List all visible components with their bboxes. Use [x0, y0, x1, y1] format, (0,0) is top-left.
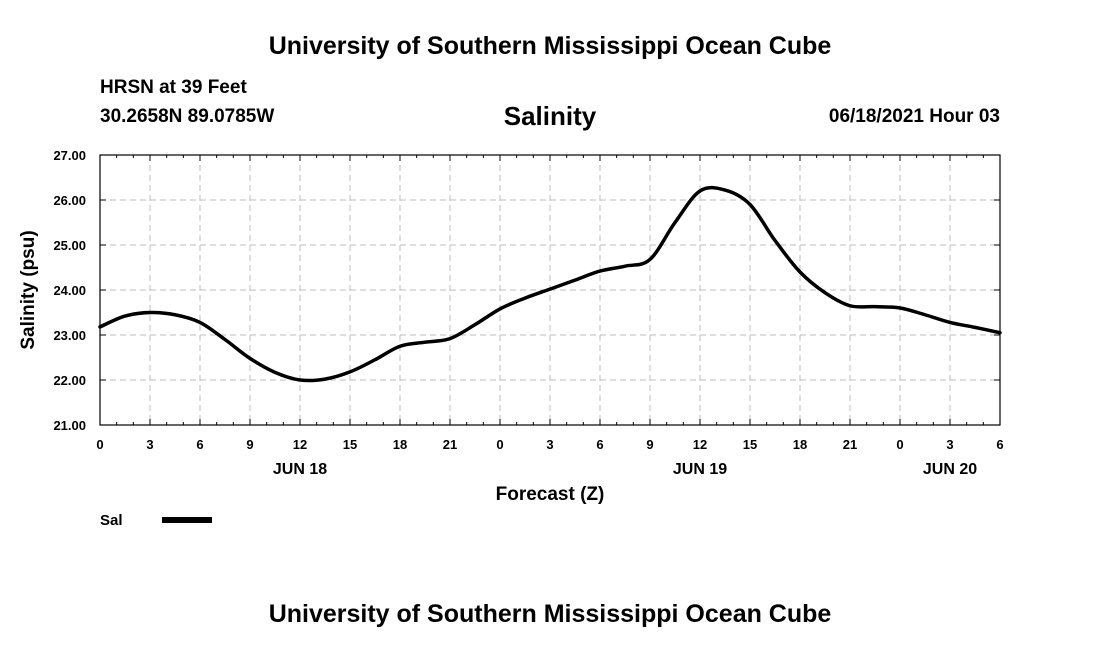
y-tick-label: 26.00 [53, 193, 86, 208]
x-axis-label: Forecast (Z) [496, 484, 605, 505]
x-tick-label: 15 [743, 437, 757, 452]
x-tick-label: 0 [496, 437, 503, 452]
x-tick-label: 6 [596, 437, 603, 452]
x-tick-label: 9 [246, 437, 253, 452]
chart-title: Salinity [503, 101, 597, 131]
x-tick-label: 12 [293, 437, 307, 452]
x-tick-label: 21 [843, 437, 857, 452]
x-tick-label: 12 [693, 437, 707, 452]
x-tick-label: 6 [196, 437, 203, 452]
y-tick-label: 21.00 [53, 418, 86, 433]
day-label: JUN 19 [673, 461, 727, 478]
tick-labels: 0 3 6 9 12 15 18 21 0 3 6 9 12 15 18 21 0 3 6 21.00 22.00 23.… [53, 148, 1003, 478]
y-axis-label: Salinity (psu) [18, 230, 39, 349]
station-name: HRSN at 39 Feet [100, 77, 247, 98]
x-tick-label: 18 [393, 437, 407, 452]
x-tick-label: 3 [546, 437, 553, 452]
x-tick-label: 21 [443, 437, 457, 452]
plot-frame [99, 154, 1001, 426]
y-tick-label: 25.00 [53, 238, 86, 253]
x-tick-label: 0 [896, 437, 903, 452]
x-tick-label: 3 [146, 437, 153, 452]
y-tick-label: 23.00 [53, 328, 86, 343]
x-tick-label: 3 [946, 437, 953, 452]
y-tick-label: 22.00 [53, 373, 86, 388]
series-line-sal [98, 185, 1002, 383]
x-tick-label: 0 [96, 437, 103, 452]
top-title: University of Southern Mississippi Ocean… [268, 32, 832, 60]
run-time: 06/18/2021 Hour 03 [828, 106, 1000, 127]
x-tick-label: 18 [793, 437, 807, 452]
day-label: JUN 20 [923, 461, 977, 478]
day-label: JUN 18 [273, 461, 327, 478]
bottom-title: University of Southern Mississippi Ocean… [268, 600, 832, 628]
x-tick-label: 6 [996, 437, 1003, 452]
x-tick-label: 15 [343, 437, 357, 452]
station-coordinates: 30.2658N 89.0785W [100, 106, 275, 127]
y-tick-label: 27.00 [53, 148, 86, 163]
y-tick-label: 24.00 [53, 283, 86, 298]
legend-label-sal: Sal [100, 512, 123, 529]
x-tick-label: 9 [646, 437, 653, 452]
